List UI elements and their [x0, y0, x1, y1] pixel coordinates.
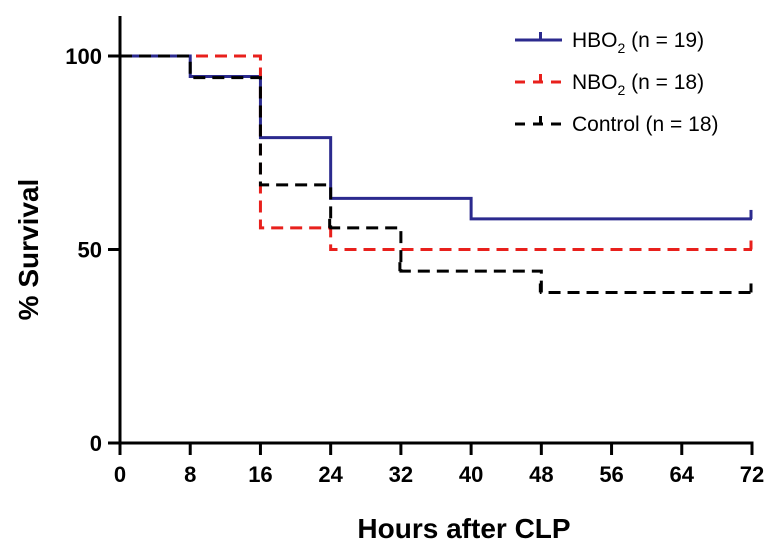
y-axis-title: % Survival — [13, 179, 44, 321]
y-tick-label: 0 — [90, 431, 102, 456]
legend-label-base: HBO — [572, 29, 618, 52]
series-control-line — [120, 54, 752, 294]
legend-label-nbo2: NBO2 (n = 18) — [572, 71, 704, 98]
y-axis-ticks: 0 50 100 — [65, 44, 120, 456]
legend-label-subscript: 2 — [618, 82, 626, 98]
legend-item-nbo2: NBO2 (n = 18) — [515, 71, 704, 98]
series-nbo2-line — [120, 54, 752, 251]
legend-label-hbo2: HBO2 (n = 19) — [572, 29, 704, 56]
x-tick-label: 40 — [459, 462, 483, 487]
legend-label-base: Control — [572, 113, 640, 136]
x-tick-label: 24 — [318, 462, 343, 487]
x-axis-ticks: 0 8 16 24 32 40 48 56 64 72 — [114, 443, 764, 487]
x-tick-label: 48 — [529, 462, 553, 487]
x-tick-label: 72 — [740, 462, 764, 487]
x-tick-label: 0 — [114, 462, 126, 487]
series-layer — [120, 54, 753, 294]
y-tick-label: 50 — [78, 238, 102, 263]
legend-label-control: Control (n = 18) — [572, 113, 719, 136]
legend-label-suffix: (n = 18) — [640, 113, 719, 136]
x-tick-label: 16 — [248, 462, 272, 487]
x-tick-label: 32 — [389, 462, 413, 487]
x-axis-title: Hours after CLP — [357, 513, 570, 544]
x-tick-label: 8 — [184, 462, 196, 487]
y-tick-label: 100 — [65, 44, 102, 69]
axes: 0 50 100 0 8 16 24 32 40 48 56 64 72 — [65, 16, 764, 487]
legend: HBO2 (n = 19)NBO2 (n = 18)Control (n = 1… — [515, 29, 719, 136]
legend-item-hbo2: HBO2 (n = 19) — [515, 29, 704, 56]
legend-label-subscript: 2 — [618, 40, 626, 56]
legend-label-suffix: (n = 19) — [625, 29, 704, 52]
x-tick-label: 64 — [670, 462, 695, 487]
legend-label-base: NBO — [572, 71, 618, 94]
legend-item-control: Control (n = 18) — [515, 113, 719, 136]
x-tick-label: 56 — [599, 462, 623, 487]
legend-label-suffix: (n = 18) — [625, 71, 704, 94]
